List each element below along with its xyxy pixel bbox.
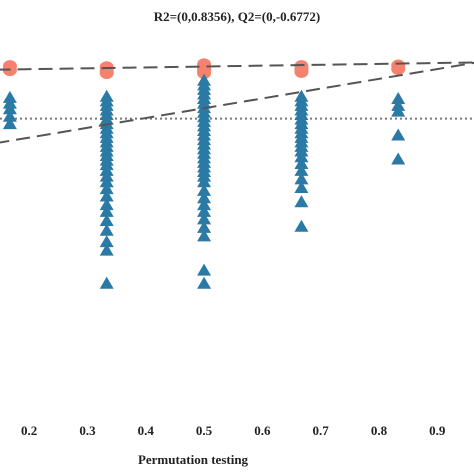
q2-point	[294, 150, 309, 163]
q2-point	[99, 214, 114, 227]
q2-point	[99, 204, 114, 217]
q2-point	[99, 189, 114, 202]
q2-point	[294, 172, 309, 185]
q2-point	[294, 180, 309, 193]
q2-point	[391, 92, 406, 105]
regression-line	[0, 61, 474, 71]
x-tick-label: 0.5	[196, 423, 213, 438]
q2-point	[294, 195, 309, 208]
q2-point	[99, 235, 114, 248]
q2-point	[294, 157, 309, 170]
q2-point	[197, 212, 212, 225]
q2-point	[197, 183, 212, 196]
q2-point	[99, 243, 114, 256]
q2-point	[99, 182, 114, 195]
x-tick-label: 0.8	[371, 423, 388, 438]
q2-point	[2, 102, 17, 115]
q2-point	[197, 263, 212, 276]
q2-point	[197, 220, 212, 233]
q2-point	[2, 109, 17, 122]
r2-point	[197, 66, 212, 79]
x-axis-label: Permutation testing	[138, 452, 249, 467]
q2-point	[197, 229, 212, 242]
x-tick-label: 0.2	[21, 423, 37, 438]
plot-area	[0, 58, 474, 289]
q2-point	[391, 128, 406, 141]
q2-point	[391, 104, 406, 117]
x-tick-label: 0.9	[429, 423, 446, 438]
q2-point	[197, 198, 212, 211]
q2-point	[2, 117, 17, 130]
chart-title: R2=(0,0.8356), Q2=(0,-0.6772)	[154, 9, 320, 24]
q2-point	[99, 223, 114, 236]
x-tick-label: 0.7	[313, 423, 330, 438]
q2-point	[197, 175, 212, 188]
q2-point	[99, 175, 114, 188]
r2-point	[294, 65, 309, 78]
q2-point	[99, 198, 114, 211]
q2-point	[99, 276, 114, 289]
q2-point	[391, 152, 406, 165]
regression-line	[0, 61, 474, 144]
x-tick-label: 0.4	[138, 423, 155, 438]
q2-point	[197, 204, 212, 217]
q2-point	[294, 163, 309, 176]
r2-point	[99, 66, 114, 79]
q2-point	[294, 219, 309, 232]
x-tick-label: 0.6	[254, 423, 271, 438]
q2-point	[197, 276, 212, 289]
q2-point	[197, 191, 212, 204]
r2-point	[391, 62, 406, 75]
x-tick-label: 0.3	[79, 423, 96, 438]
